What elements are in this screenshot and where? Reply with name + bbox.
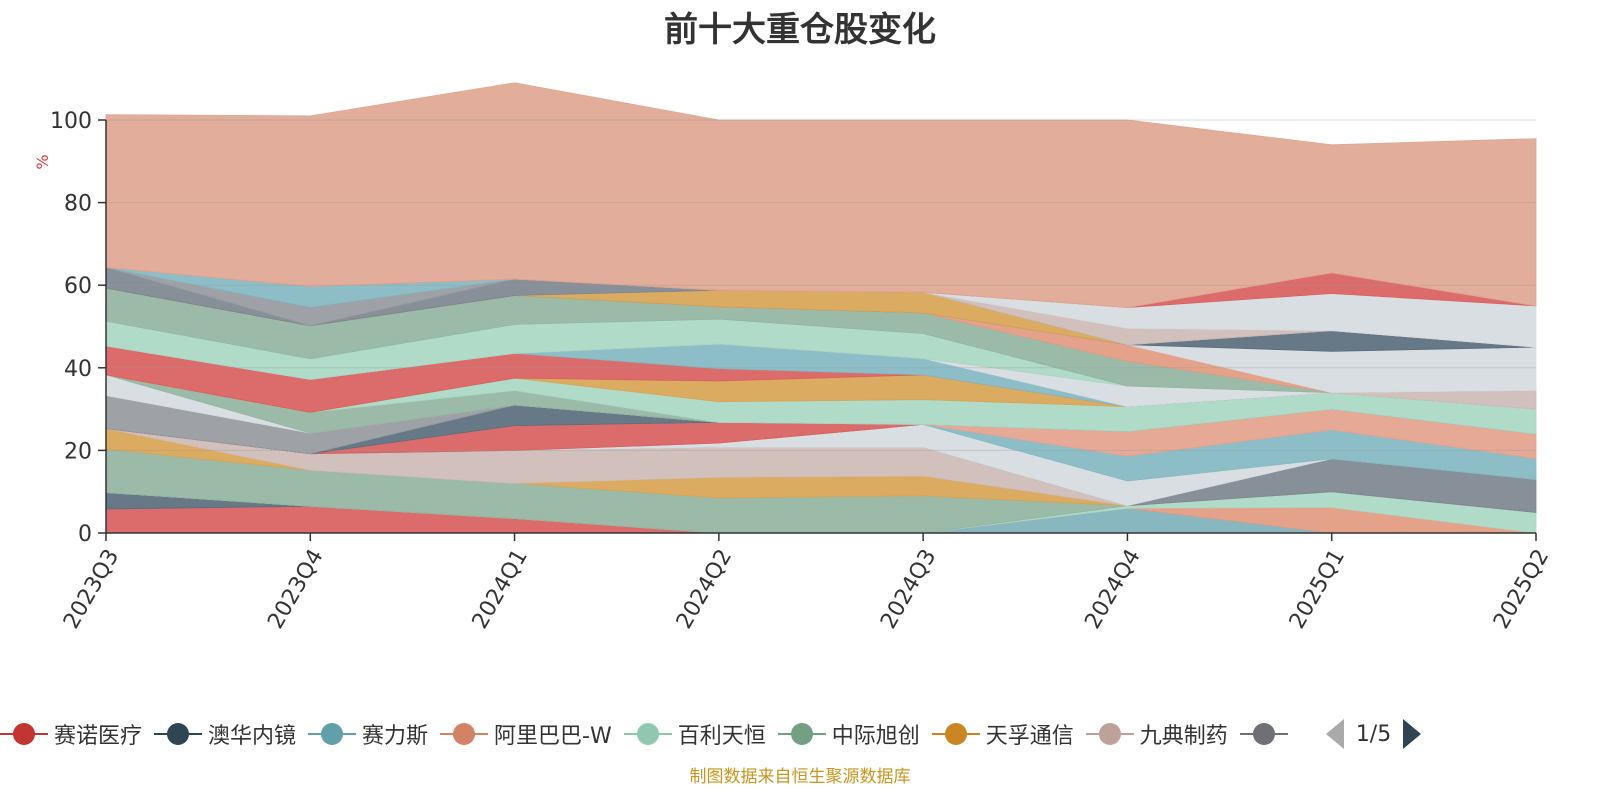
legend-item[interactable]: 澳华内镜	[154, 718, 296, 750]
legend-label: 阿里巴巴-W	[494, 724, 612, 749]
x-tick-label: 2023Q4	[263, 545, 328, 633]
y-tick-label: 40	[64, 357, 92, 382]
legend-item[interactable]: 百利天恒	[623, 718, 766, 750]
legend-marker-icon	[440, 720, 489, 748]
legend-item[interactable]	[1239, 720, 1294, 748]
legend-label: 赛力斯	[362, 724, 429, 749]
legend-item[interactable]: 赛诺医疗	[0, 718, 142, 750]
legend-item[interactable]: 九典制药	[1085, 718, 1228, 750]
source-note: 制图数据来自恒生聚源数据库	[689, 767, 911, 787]
legend-marker-icon	[1239, 720, 1288, 748]
y-tick-label: 80	[64, 192, 92, 217]
legend-label: 赛诺医疗	[54, 724, 143, 749]
x-tick-label: 2024Q4	[1080, 545, 1145, 633]
legend-marker-icon	[1085, 720, 1134, 748]
x-tick-label: 2024Q1	[468, 545, 533, 633]
x-tick-label: 2023Q3	[59, 545, 124, 633]
legend-item[interactable]: 赛力斯	[308, 718, 428, 750]
area-series-layer	[105, 82, 1537, 534]
x-tick-label: 2024Q2	[672, 545, 737, 633]
legend-label: 澳华内镜	[208, 724, 297, 749]
legend-label: 天孚通信	[985, 724, 1074, 749]
legend-marker-icon	[154, 720, 203, 748]
legend-item[interactable]: 中际旭创	[777, 718, 920, 750]
legend-pager: 1/5	[1325, 719, 1422, 749]
stacked-area-chart: 0 20 40 60 80 100 2023Q3 2023Q4 2024Q1 2024Q2 2024…	[33, 82, 1554, 633]
x-tick-label: 2024Q3	[876, 545, 941, 633]
legend-marker-icon	[0, 720, 48, 748]
legend-page-indicator: 1/5	[1355, 721, 1392, 747]
x-tick-label: 2025Q2	[1489, 545, 1554, 633]
y-tick-label: 0	[78, 522, 92, 547]
legend-marker-icon	[777, 720, 826, 748]
x-tick-label: 2025Q1	[1285, 545, 1350, 633]
legend-label: 九典制药	[1139, 724, 1228, 749]
legend-marker-icon	[623, 720, 672, 748]
legend-label: 百利天恒	[677, 724, 766, 749]
legend: 赛诺医疗 澳华内镜 赛力斯 阿里巴巴-W 百利天恒 中际旭创 天孚通信 九典制药 1/5	[0, 714, 1600, 754]
chart-title: 前十大重仓股变化	[664, 10, 936, 50]
y-tick-label: 20	[64, 439, 92, 464]
area-series-35[interactable]	[105, 82, 1537, 308]
legend-label: 中际旭创	[831, 724, 920, 749]
legend-prev-page-icon[interactable]	[1325, 719, 1344, 749]
legend-item[interactable]: 阿里巴巴-W	[440, 718, 612, 750]
legend-marker-icon	[308, 720, 357, 748]
legend-marker-icon	[931, 720, 980, 748]
y-tick-label: 60	[64, 274, 92, 299]
legend-next-page-icon[interactable]	[1403, 719, 1422, 749]
y-tick-label: 100	[50, 109, 92, 134]
legend-item[interactable]: 天孚通信	[931, 718, 1074, 750]
y-axis-unit-label: %	[33, 154, 52, 169]
